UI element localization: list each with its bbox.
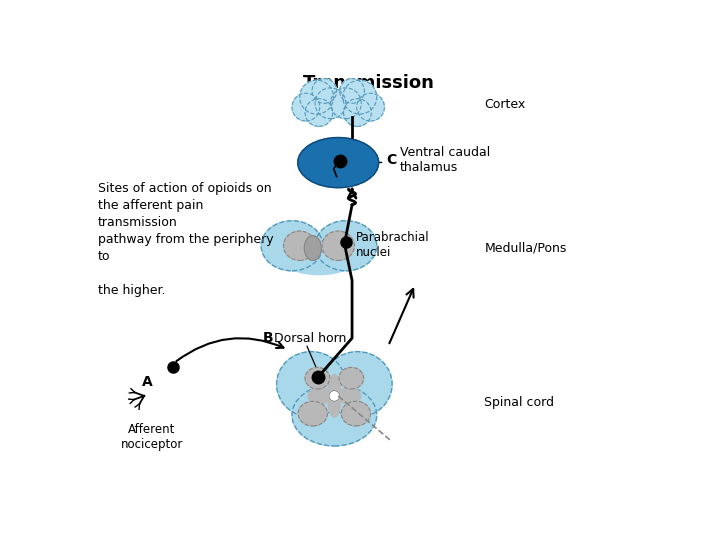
Ellipse shape <box>298 401 328 426</box>
Text: Afferent
nociceptor: Afferent nociceptor <box>121 423 183 451</box>
Ellipse shape <box>323 352 392 417</box>
Ellipse shape <box>305 367 330 389</box>
Text: Dorsal horn: Dorsal horn <box>274 332 346 345</box>
Ellipse shape <box>329 390 340 401</box>
Ellipse shape <box>261 221 323 271</box>
Ellipse shape <box>281 240 357 275</box>
Ellipse shape <box>328 375 341 417</box>
Text: Transmission: Transmission <box>303 74 435 92</box>
Circle shape <box>300 80 333 114</box>
Text: B: B <box>263 331 274 345</box>
Ellipse shape <box>305 236 321 260</box>
Ellipse shape <box>322 231 354 260</box>
Circle shape <box>340 79 364 103</box>
Ellipse shape <box>339 367 364 389</box>
Text: Parabrachial
nuclei: Parabrachial nuclei <box>356 231 430 259</box>
Text: C: C <box>387 153 397 167</box>
Text: Ventral caudal
thalamus: Ventral caudal thalamus <box>400 146 490 174</box>
Ellipse shape <box>284 231 316 260</box>
Text: A: A <box>142 375 153 389</box>
Circle shape <box>292 93 320 121</box>
Ellipse shape <box>341 401 371 426</box>
Text: Sites of action of opioids on
the afferent pain
transmission
pathway from the pe: Sites of action of opioids on the affere… <box>98 182 274 297</box>
Circle shape <box>312 79 337 103</box>
Text: Cortex: Cortex <box>485 98 526 111</box>
Ellipse shape <box>339 387 361 404</box>
Ellipse shape <box>308 387 330 404</box>
Text: Spinal cord: Spinal cord <box>485 396 554 409</box>
Ellipse shape <box>298 138 379 187</box>
Circle shape <box>356 93 384 121</box>
Circle shape <box>343 80 377 114</box>
Circle shape <box>305 99 333 126</box>
Ellipse shape <box>315 221 377 271</box>
Text: Medulla/Pons: Medulla/Pons <box>485 241 567 254</box>
Circle shape <box>315 88 346 119</box>
Circle shape <box>343 99 372 126</box>
Circle shape <box>330 88 361 119</box>
Ellipse shape <box>292 384 377 446</box>
Ellipse shape <box>276 352 346 417</box>
